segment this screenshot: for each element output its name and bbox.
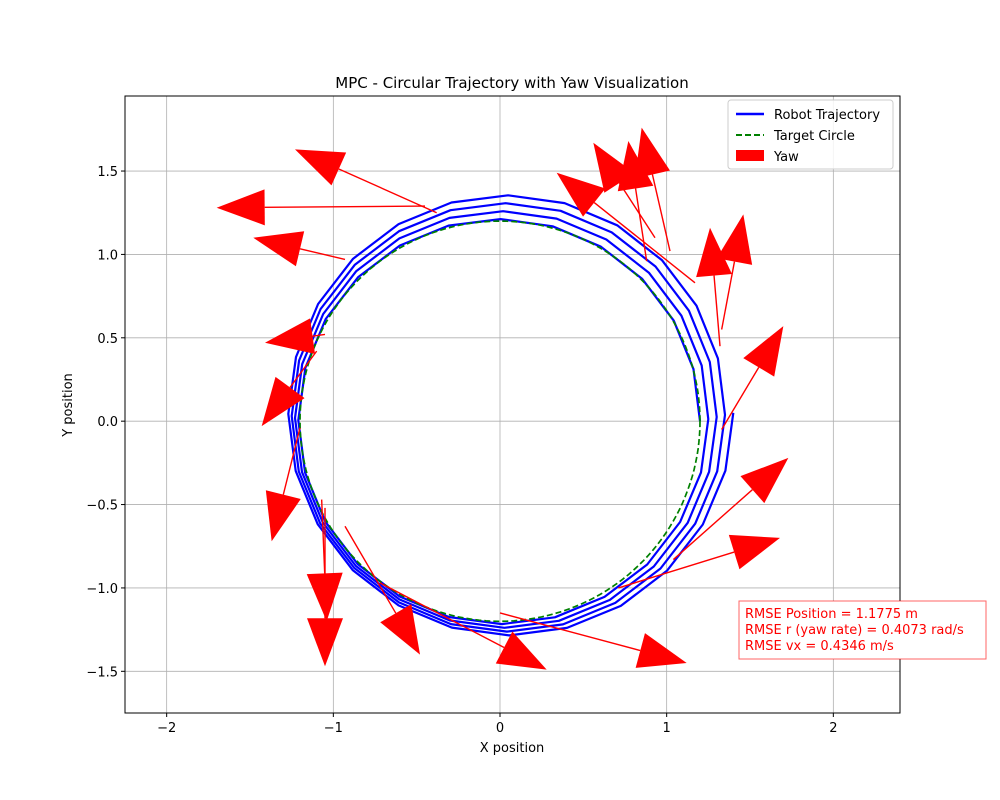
legend-box [727,99,894,170]
yaw-arrow-shaft [499,612,641,652]
yaw-arrow [295,149,437,214]
yaw-arrow-shaft [289,350,318,388]
yaw-arrow-shaft [338,168,437,214]
yaw-arrow [265,318,326,355]
yaw-arrow [344,525,420,655]
legend-label-target-circle: Target Circle [773,129,855,144]
legend-swatch-yaw [736,150,764,161]
yaw-arrow-head [216,189,265,226]
yaw-arrow-shaft [618,551,735,589]
x-tick-label: 0 [496,721,504,736]
yaw-arrow-head [728,534,780,570]
yaw-arrow-head [495,631,547,670]
yaw-arrow [716,214,753,330]
yaw-arrow-shaft [344,525,397,614]
x-axis-label: X position [480,741,545,756]
y-tick-label: −1.5 [86,665,118,680]
y-tick-label: 0.0 [97,415,118,430]
yaw-arrow-head [556,172,606,217]
rmse-annotation: RMSE Position = 1.1775 m RMSE r (yaw rat… [738,600,987,660]
yaw-arrow [618,534,780,589]
yaw-arrow [721,326,784,430]
x-tick-label: −2 [157,721,176,736]
yaw-arrow [617,141,654,262]
legend-label-robot-trajectory: Robot Trajectory [774,108,880,123]
yaw-arrow [253,231,346,267]
yaw-arrow-head [261,376,305,427]
yaw-arrow-head [696,227,732,278]
y-tick-label: −1.0 [86,582,118,597]
yaw-arrow [306,499,343,622]
chart-title: MPC - Circular Trajectory with Yaw Visua… [335,74,688,92]
yaw-arrow-shaft [618,182,656,239]
yaw-arrow-head [634,127,670,179]
yaw-arrow-head [306,572,343,622]
yaw-arrow-head [265,490,301,542]
yaw-arrow-head [635,633,687,668]
yaw-arrow-head [295,149,347,186]
yaw-arrow [634,127,671,252]
rmse-position-text: RMSE Position = 1.1775 m [745,607,918,622]
yaw-arrow-head [253,231,305,267]
yaw-arrow [379,582,547,670]
yaw-arrow [261,350,318,427]
yaw-arrow-head [307,618,343,667]
yaw-arrow [265,427,301,542]
yaw-arrow-shaft [720,261,736,330]
rmse-yaw-rate-text: RMSE r (yaw rate) = 0.4073 rad/s [745,623,964,638]
yaw-arrow-shaft [721,366,760,430]
axis-ticks: −2 −1 0 1 2 −1.5 −1.0 −0.5 0.0 0.5 1.0 1.5 [86,165,837,736]
yaw-arrow-head [740,457,789,504]
yaw-arrow-head [265,318,316,355]
yaw-arrow [696,227,732,347]
x-tick-label: −1 [324,721,343,736]
yaw-arrow-shaft [672,489,753,561]
yaw-arrow-shaft [299,248,346,261]
yaw-arrow-shaft [634,188,648,262]
yaw-arrow [556,172,696,284]
legend-label-yaw: Yaw [773,150,799,165]
yaw-arrow-shaft [593,202,696,284]
y-tick-label: 1.0 [97,248,118,263]
yaw-arrow-shaft [713,275,721,347]
yaw-arrow [216,189,426,226]
plot-data [216,127,789,670]
yaw-arrow [499,612,687,668]
legend: Robot Trajectory Target Circle Yaw [727,99,894,170]
yaw-arrow-shaft [312,333,326,337]
yaw-arrow-shaft [379,582,505,649]
robot-trajectory-line [287,194,735,637]
rmse-vx-text: RMSE vx = 0.4346 m/s [745,639,894,654]
y-tick-label: 0.5 [97,332,118,347]
y-axis-label: Y position [61,373,76,438]
yaw-arrow-shaft [264,205,426,209]
x-tick-label: 2 [829,721,837,736]
y-tick-label: −0.5 [86,499,118,514]
target-circle-line [299,220,701,623]
x-tick-label: 1 [663,721,671,736]
rmse-annotation-box [738,600,987,660]
yaw-arrow-head [380,604,420,655]
plot-frame [124,95,901,714]
yaw-arrow [672,457,789,561]
yaw-arrow-shaft [651,174,671,252]
y-tick-label: 1.5 [97,165,118,180]
yaw-arrow-shaft [320,499,326,574]
yaw-arrow-shaft [282,427,301,495]
yaw-arrow [593,142,656,239]
yaw-arrow-head [617,141,654,192]
yaw-arrow-head [743,326,784,377]
yaw-arrow-head [716,214,753,265]
yaw-arrow-head [593,142,635,193]
